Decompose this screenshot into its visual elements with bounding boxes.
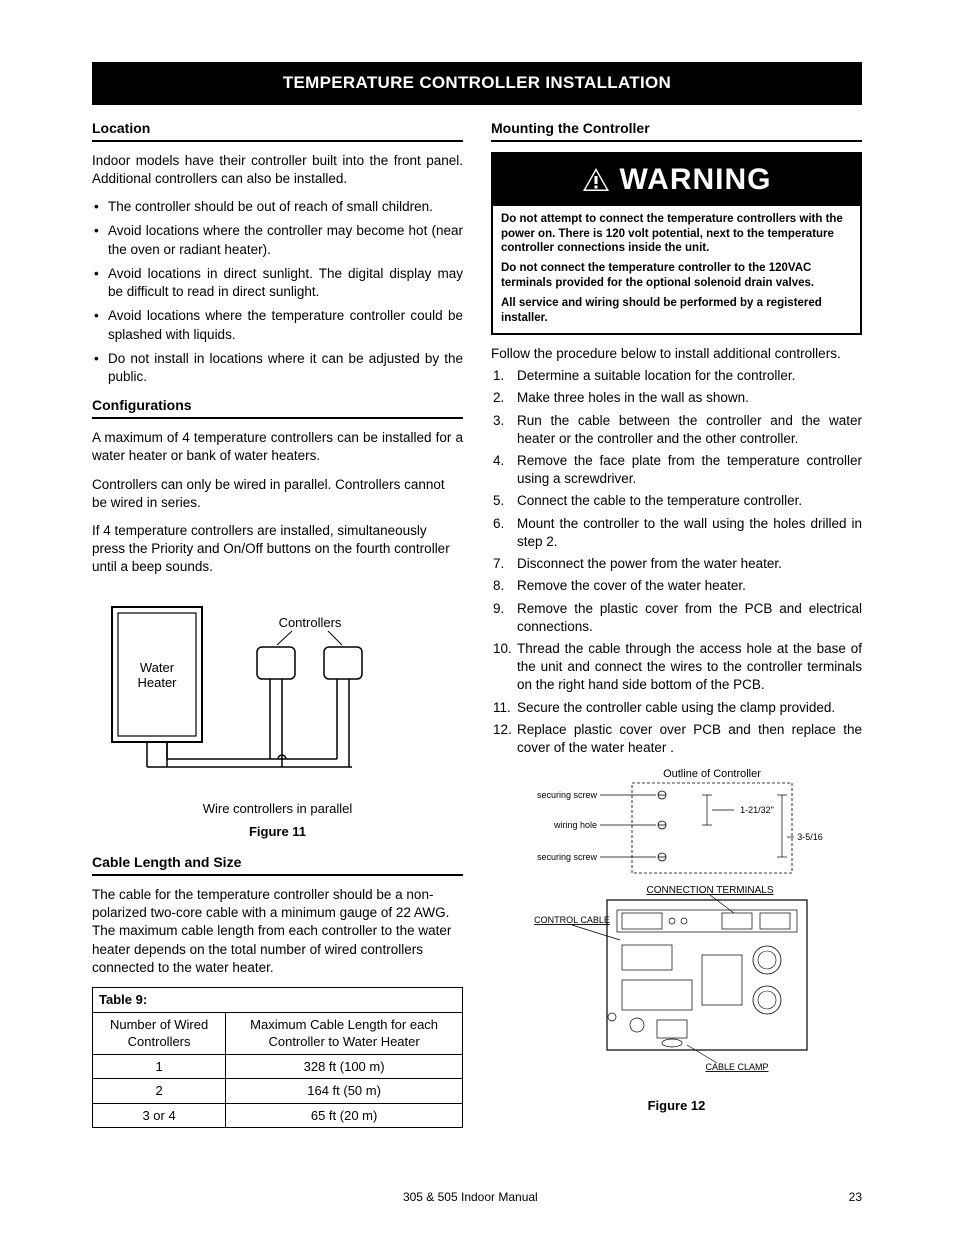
location-bullet: Do not install in locations where it can… (92, 350, 463, 386)
config-p2: Controllers can only be wired in paralle… (92, 476, 463, 512)
page-footer: 305 & 505 Indoor Manual 23 (92, 1189, 862, 1205)
follow-text: Follow the procedure below to install ad… (491, 345, 862, 363)
table-row: 2164 ft (50 m) (93, 1079, 463, 1104)
page-title-bar: TEMPERATURE CONTROLLER INSTALLATION (92, 62, 862, 105)
cable-clamp-label: CABLE CLAMP (705, 1062, 768, 1072)
dim2-label: 3-5/16 (797, 832, 823, 842)
mounting-heading: Mounting the Controller (491, 119, 862, 138)
config-p3: If 4 temperature controllers are install… (92, 522, 463, 577)
step-item: Thread the cable through the access hole… (491, 640, 862, 695)
two-column-layout: Location Indoor models have their contro… (92, 119, 862, 1128)
cable-heading: Cable Length and Size (92, 853, 463, 872)
figure-12-diagram: Outline of Controller securing screw wir… (512, 765, 842, 1085)
location-bullet: The controller should be out of reach of… (92, 198, 463, 216)
location-rule (92, 140, 463, 142)
warning-icon (582, 167, 610, 193)
mounting-rule (491, 140, 862, 142)
figure-11-diagram: Water Heater Controllers (92, 597, 392, 787)
securing-screw-label-2: securing screw (536, 852, 597, 862)
securing-screw-label: securing screw (536, 790, 597, 800)
step-item: Disconnect the power from the water heat… (491, 555, 862, 573)
table9-title: Table 9: (93, 987, 463, 1012)
footer-page: 23 (849, 1189, 862, 1205)
cable-rule (92, 874, 463, 876)
location-bullets: The controller should be out of reach of… (92, 198, 463, 386)
config-heading: Configurations (92, 396, 463, 415)
step-item: Connect the cable to the temperature con… (491, 492, 862, 510)
install-steps: Determine a suitable location for the co… (491, 367, 862, 757)
step-item: Make three holes in the wall as shown. (491, 389, 862, 407)
table-row: 3 or 465 ft (20 m) (93, 1103, 463, 1128)
control-cable-label: CONTROL CABLE (534, 915, 610, 925)
fig11-caption: Figure 11 (92, 823, 463, 841)
wiring-hole-label: wiring hole (552, 820, 596, 830)
warning-p2: Do not connect the temperature controlle… (501, 261, 852, 290)
warning-label: WARNING (620, 160, 772, 201)
warning-box: WARNING Do not attempt to connect the te… (491, 152, 862, 335)
warning-p1: Do not attempt to connect the temperatur… (501, 212, 852, 255)
dim1-label: 1-21/32" (740, 805, 774, 815)
cable-p1: The cable for the temperature controller… (92, 886, 463, 977)
footer-center: 305 & 505 Indoor Manual (403, 1189, 538, 1205)
table9-col2: Maximum Cable Length for each Controller… (226, 1012, 463, 1054)
step-item: Replace plastic cover over PCB and then … (491, 721, 862, 757)
step-item: Mount the controller to the wall using t… (491, 515, 862, 551)
figure-12-wrap: Outline of Controller securing screw wir… (512, 765, 842, 1114)
step-item: Remove the face plate from the temperatu… (491, 452, 862, 488)
warning-p3: All service and wiring should be perform… (501, 296, 852, 325)
location-bullet: Avoid locations in direct sunlight. The … (92, 265, 463, 301)
step-item: Run the cable between the controller and… (491, 412, 862, 448)
location-bullet: Avoid locations where the temperature co… (92, 307, 463, 343)
step-item: Remove the plastic cover from the PCB an… (491, 600, 862, 636)
location-bullet: Avoid locations where the controller may… (92, 222, 463, 258)
location-intro: Indoor models have their controller buil… (92, 152, 463, 188)
table-row: 1328 ft (100 m) (93, 1054, 463, 1079)
water-heater-label: Water (140, 660, 175, 675)
location-heading: Location (92, 119, 463, 138)
config-p1: A maximum of 4 temperature controllers c… (92, 429, 463, 465)
conn-terminals-label: CONNECTION TERMINALS (646, 885, 773, 896)
warning-body: Do not attempt to connect the temperatur… (493, 206, 860, 333)
step-item: Secure the controller cable using the cl… (491, 699, 862, 717)
table9-col1: Number of Wired Controllers (93, 1012, 226, 1054)
left-column: Location Indoor models have their contro… (92, 119, 463, 1128)
step-item: Remove the cover of the water heater. (491, 577, 862, 595)
outline-label: Outline of Controller (663, 768, 761, 780)
svg-text:Heater: Heater (137, 675, 177, 690)
fig11-wire-label: Wire controllers in parallel (92, 800, 463, 818)
config-rule (92, 417, 463, 419)
table-9: Table 9: Number of Wired Controllers Max… (92, 987, 463, 1128)
right-column: Mounting the Controller WARNING Do not a… (491, 119, 862, 1128)
controllers-label: Controllers (279, 615, 342, 630)
warning-header: WARNING (493, 154, 860, 207)
step-item: Determine a suitable location for the co… (491, 367, 862, 385)
fig12-caption: Figure 12 (512, 1097, 842, 1115)
